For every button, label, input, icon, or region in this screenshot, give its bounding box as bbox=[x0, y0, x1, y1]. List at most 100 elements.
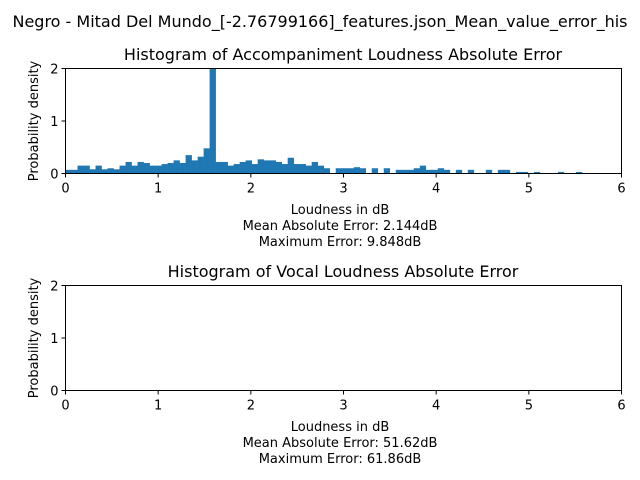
histogram-bar bbox=[215, 161, 222, 174]
max-error-caption: Maximum Error: 9.848dB bbox=[259, 235, 422, 250]
histogram-bar bbox=[395, 169, 403, 174]
histogram-bar bbox=[245, 160, 252, 174]
histogram-bar bbox=[155, 165, 162, 174]
histogram-bar bbox=[125, 161, 132, 174]
histogram-bar bbox=[497, 169, 505, 174]
histogram-bar bbox=[299, 164, 306, 174]
x-tick-label: 1 bbox=[154, 399, 162, 414]
histogram-bar bbox=[341, 168, 349, 174]
x-tick-label: 4 bbox=[432, 182, 440, 197]
histogram-bar bbox=[347, 168, 355, 174]
x-tick-label: 3 bbox=[339, 182, 347, 197]
mean-error-caption: Mean Absolute Error: 2.144dB bbox=[243, 219, 438, 234]
histogram-bar bbox=[185, 155, 192, 174]
histogram-bar bbox=[467, 169, 475, 174]
histogram-bar bbox=[503, 169, 511, 174]
histogram-bar bbox=[119, 165, 126, 174]
histogram-bar bbox=[179, 163, 186, 174]
histogram-bar bbox=[383, 168, 391, 174]
histogram-bar bbox=[137, 161, 144, 174]
histogram-bar bbox=[335, 168, 343, 174]
x-tick-label: 0 bbox=[61, 182, 69, 197]
y-tick-label: 1 bbox=[50, 332, 58, 347]
accompaniment-histogram: Histogram of Accompaniment Loudness Abso… bbox=[27, 45, 626, 250]
histogram-bar bbox=[233, 164, 240, 174]
x-ticks: 0 1 2 3 4 5 6 bbox=[61, 390, 626, 414]
x-tick-label: 2 bbox=[247, 182, 255, 197]
histogram-bar bbox=[161, 164, 168, 174]
y-tick-label: 2 bbox=[50, 280, 58, 295]
y-ticks: 0 1 2 bbox=[50, 63, 66, 183]
y-tick-label: 2 bbox=[50, 63, 58, 78]
histogram-bar bbox=[89, 169, 96, 174]
histogram-bar bbox=[209, 68, 216, 174]
histogram-bar bbox=[71, 169, 78, 174]
histogram-bar bbox=[521, 171, 529, 174]
histogram-bar bbox=[191, 160, 198, 174]
histogram-bar bbox=[485, 169, 493, 174]
histogram-bar bbox=[455, 169, 463, 174]
histogram-bar bbox=[353, 167, 361, 174]
histogram-bar bbox=[257, 159, 264, 174]
histogram-bar bbox=[197, 156, 204, 174]
histogram-bar bbox=[95, 165, 102, 174]
y-tick-label: 0 bbox=[50, 168, 58, 183]
histogram-bar bbox=[431, 169, 439, 174]
x-tick-label: 3 bbox=[339, 399, 347, 414]
histogram-bar bbox=[287, 157, 294, 174]
histogram-bar bbox=[275, 161, 282, 174]
histogram-bar bbox=[101, 169, 108, 174]
histogram-bar bbox=[419, 165, 427, 174]
max-error-caption: Maximum Error: 61.86dB bbox=[259, 452, 422, 467]
histogram-bar bbox=[305, 165, 312, 174]
histogram-bar bbox=[317, 165, 325, 174]
histogram-bar bbox=[557, 171, 565, 174]
histogram-bar bbox=[515, 171, 523, 174]
histogram-bar bbox=[203, 148, 210, 174]
histogram-bar bbox=[371, 168, 379, 174]
histogram-bar bbox=[221, 161, 228, 174]
chart-title: Histogram of Accompaniment Loudness Abso… bbox=[124, 45, 563, 64]
histogram-bar bbox=[149, 165, 156, 174]
x-tick-label: 6 bbox=[617, 182, 625, 197]
histogram-bar bbox=[575, 171, 583, 174]
y-axis-label: Probability density bbox=[27, 60, 42, 181]
histogram-bar bbox=[293, 164, 300, 174]
x-axis-label: Loudness in dB bbox=[291, 203, 390, 218]
x-tick-label: 5 bbox=[525, 182, 533, 197]
histogram-bar bbox=[143, 163, 150, 174]
vocal-histogram: Histogram of Vocal Loudness Absolute Err… bbox=[27, 262, 626, 467]
histogram-bar bbox=[131, 165, 138, 174]
x-tick-label: 1 bbox=[154, 182, 162, 197]
histogram-bar bbox=[401, 169, 409, 174]
x-tick-label: 4 bbox=[432, 399, 440, 414]
y-tick-label: 0 bbox=[50, 385, 58, 400]
histogram-bar bbox=[107, 168, 114, 174]
x-tick-label: 2 bbox=[247, 399, 255, 414]
chart-title: Histogram of Vocal Loudness Absolute Err… bbox=[168, 262, 519, 281]
histogram-bar bbox=[533, 171, 541, 174]
mean-error-caption: Mean Absolute Error: 51.62dB bbox=[243, 436, 438, 451]
histogram-bar bbox=[251, 164, 258, 174]
x-tick-label: 6 bbox=[617, 399, 625, 414]
histogram-bar bbox=[407, 169, 415, 174]
plot-frame bbox=[65, 68, 622, 174]
histogram-bar bbox=[359, 168, 367, 174]
histogram-bar bbox=[77, 165, 84, 174]
histogram-bar bbox=[173, 160, 180, 174]
x-tick-label: 0 bbox=[61, 399, 69, 414]
histogram-bar bbox=[311, 161, 319, 174]
histogram-bar bbox=[269, 160, 276, 174]
plot-frame bbox=[65, 285, 622, 391]
y-ticks: 0 1 2 bbox=[50, 280, 66, 400]
bars bbox=[65, 68, 583, 174]
figure-suptitle: Negro - Mitad Del Mundo_[-2.76799166]_fe… bbox=[12, 12, 627, 32]
histogram-bar bbox=[239, 161, 246, 174]
histogram-bar bbox=[443, 169, 451, 174]
histogram-bar bbox=[323, 168, 331, 174]
x-tick-label: 5 bbox=[525, 399, 533, 414]
histogram-bar bbox=[113, 169, 120, 174]
histogram-bar bbox=[413, 168, 421, 174]
y-tick-label: 1 bbox=[50, 115, 58, 130]
